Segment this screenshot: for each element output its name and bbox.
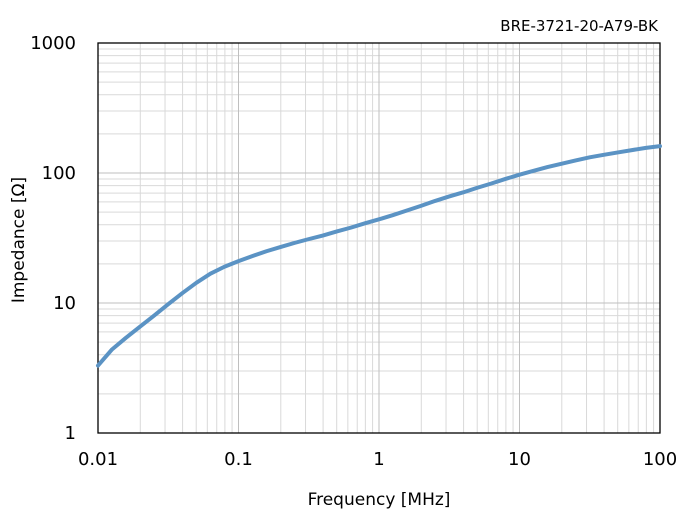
y-tick-label: 1000 — [30, 33, 76, 54]
y-tick-label: 10 — [53, 293, 76, 314]
x-tick-label: 10 — [508, 449, 531, 470]
x-tick-label: 0.01 — [78, 449, 118, 470]
x-axis-title: Frequency [MHz] — [308, 490, 451, 510]
y-axis-title: Impedance [Ω] — [9, 177, 29, 303]
chart-title: BRE-3721-20-A79-BK — [500, 17, 659, 35]
x-tick-labels: 0.01 0.1 1 10 100 — [78, 449, 677, 470]
x-tick-label: 100 — [643, 449, 677, 470]
series-layer — [96, 144, 662, 368]
x-tick-label: 1 — [373, 449, 384, 470]
plot-frame — [97, 42, 661, 434]
y-tick-labels: 1 10 100 1000 — [30, 33, 76, 444]
y-tick-label: 100 — [42, 163, 76, 184]
major-gridlines — [98, 43, 660, 433]
x-tick-label: 0.1 — [224, 449, 253, 470]
impedance-series-line — [96, 144, 662, 368]
y-tick-label: 1 — [65, 423, 76, 444]
